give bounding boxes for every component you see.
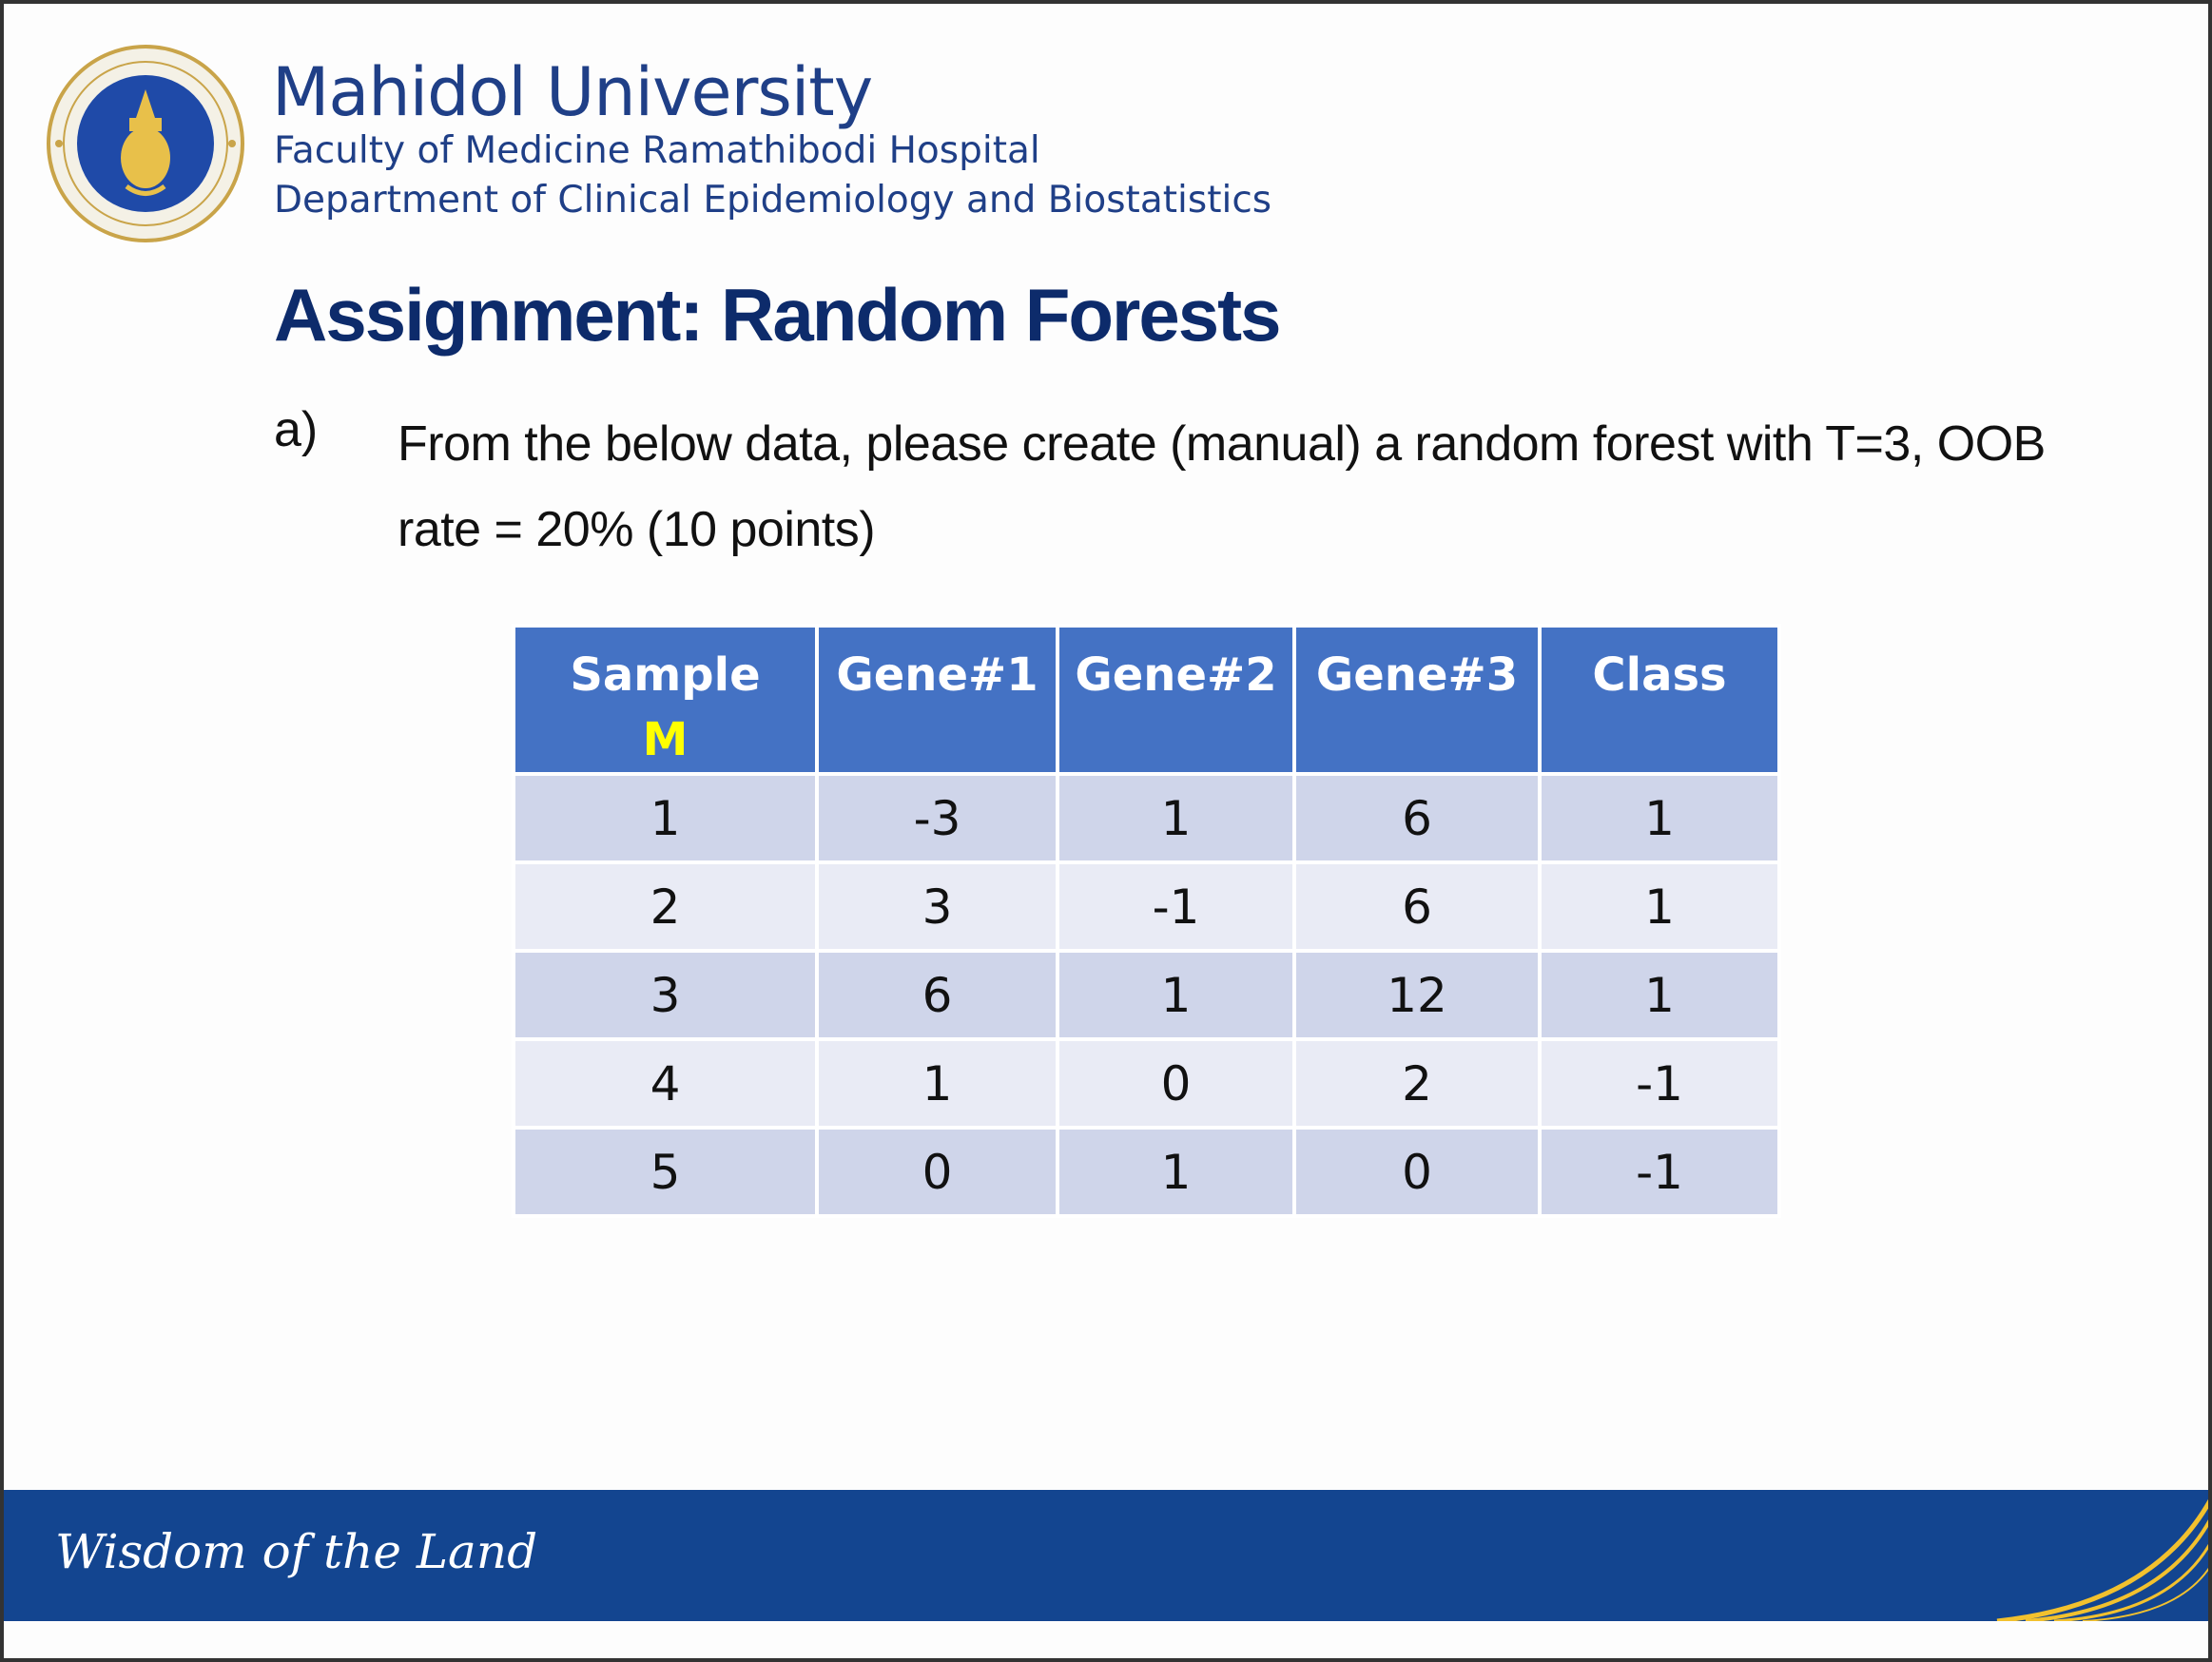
column-header-label: Class	[1592, 648, 1727, 702]
table-cell: 0	[815, 1126, 1059, 1218]
column-header-label: Gene#2	[1075, 648, 1277, 702]
table-cell: 0	[1292, 1126, 1542, 1218]
table-cell: -3	[815, 772, 1059, 864]
column-header-label: Gene#3	[1315, 648, 1519, 702]
footer-band: Wisdom of the Land	[4, 1490, 2208, 1621]
table-cell: 1	[1056, 1126, 1296, 1218]
table-cell: 1	[1538, 949, 1781, 1041]
column-header-gene1: Gene#1	[815, 624, 1059, 776]
table-cell: 1	[1538, 860, 1781, 953]
question-label: a)	[274, 402, 319, 457]
table-cell: 3	[815, 860, 1059, 953]
table-cell: 0	[1056, 1037, 1296, 1130]
table-cell: -1	[1538, 1126, 1781, 1218]
column-header-sub: M	[642, 713, 689, 766]
faculty-name: Faculty of Medicine Ramathibodi Hospital	[274, 129, 1040, 172]
table-cell: 1	[815, 1037, 1059, 1130]
table-row: 3 6 1 12 1	[512, 949, 1781, 1041]
footer-motto: Wisdom of the Land	[55, 1524, 538, 1579]
table-cell: 6	[1292, 772, 1542, 864]
column-header-label: Sample	[570, 648, 761, 702]
page-title: Assignment: Random Forests	[274, 273, 1281, 357]
table-cell: 2	[512, 860, 819, 953]
column-header-label: Gene#1	[836, 648, 1038, 702]
table-cell: 4	[512, 1037, 819, 1130]
column-header-gene3: Gene#3	[1292, 624, 1542, 776]
table-cell: 1	[512, 772, 819, 864]
table-row: 1 -3 1 6 1	[512, 772, 1781, 864]
table-cell: 3	[512, 949, 819, 1041]
table-row: 4 1 0 2 -1	[512, 1037, 1781, 1130]
table-cell: 1	[1538, 772, 1781, 864]
table-row: 2 3 -1 6 1	[512, 860, 1781, 953]
table-cell: 12	[1292, 949, 1542, 1041]
table-header-row: Sample M Gene#1 Gene#2 Gene#3 Class	[512, 624, 1781, 776]
table-cell: 1	[1056, 772, 1296, 864]
university-seal-logo	[47, 45, 244, 242]
table-cell: 5	[512, 1126, 819, 1218]
table-cell: 2	[1292, 1037, 1542, 1130]
column-header-class: Class	[1538, 624, 1781, 776]
table-cell: 6	[815, 949, 1059, 1041]
department-name: Department of Clinical Epidemiology and …	[274, 179, 1272, 222]
question-text: From the below data, please create (manu…	[398, 416, 2046, 557]
table-cell: -1	[1056, 860, 1296, 953]
data-table: Sample M Gene#1 Gene#2 Gene#3 Class 1	[512, 624, 1781, 1218]
gold-swoosh-decoration	[1996, 1498, 2208, 1621]
table-cell: 1	[1056, 949, 1296, 1041]
table-row: 5 0 1 0 -1	[512, 1126, 1781, 1218]
column-header-sample: Sample M	[512, 624, 819, 776]
table-cell: -1	[1538, 1037, 1781, 1130]
institution-name: Mahidol University	[272, 53, 873, 131]
column-header-gene2: Gene#2	[1056, 624, 1296, 776]
table-cell: 6	[1292, 860, 1542, 953]
